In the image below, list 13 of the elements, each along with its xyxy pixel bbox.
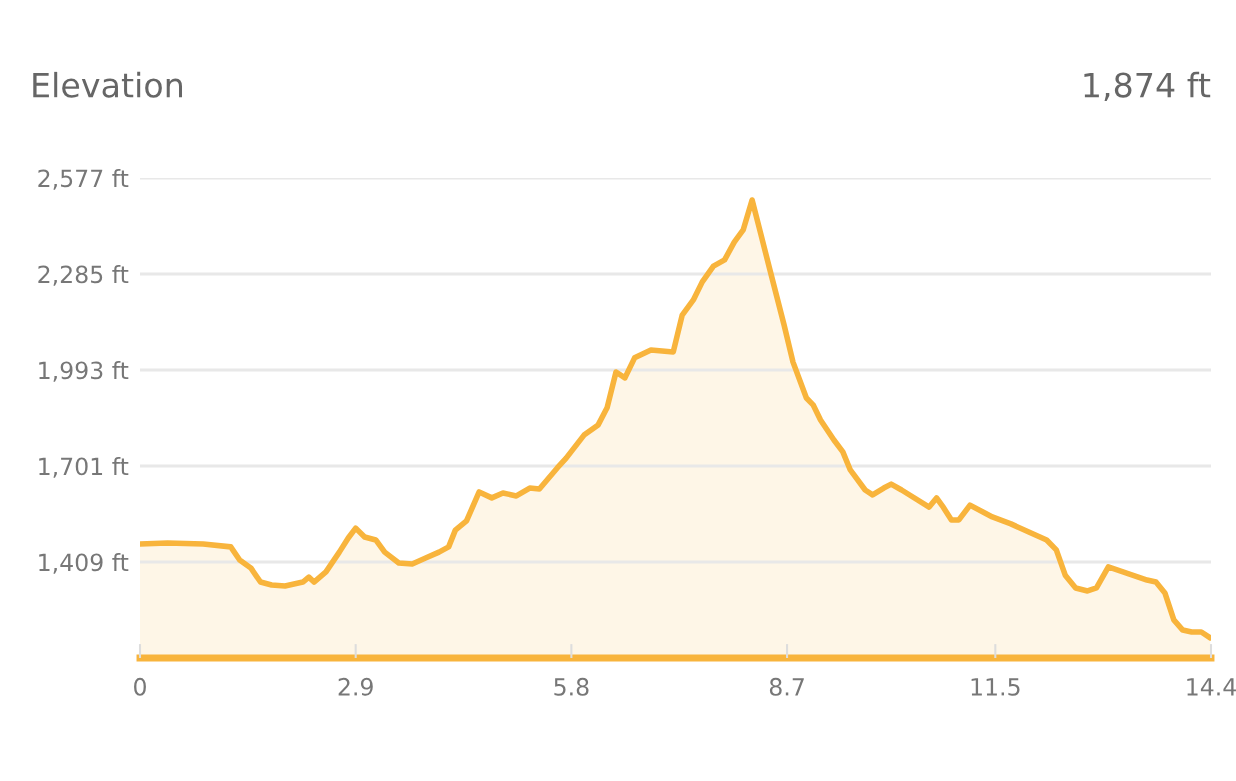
y-tick-label: 2,577 ft: [38, 169, 129, 190]
x-tick-label: 14.4: [1187, 678, 1236, 696]
y-tick-label: 1,993 ft: [39, 361, 129, 382]
x-tick-label: 11.5: [971, 678, 1020, 696]
x-tick-label: 8.7: [769, 677, 804, 696]
chart-title: Elevation: [33, 71, 182, 98]
y-tick-label: 1,409 ft: [39, 553, 129, 574]
x-tick-label: 5.8: [554, 677, 589, 696]
y-tick-label: 1,701 ft: [39, 457, 129, 478]
y-tick-label: 2,285 ft: [38, 265, 129, 286]
x-tick-label: 0: [134, 677, 146, 696]
x-tick-label: 2.9: [338, 677, 373, 696]
text: 1,874 ft: [1084, 71, 1211, 102]
